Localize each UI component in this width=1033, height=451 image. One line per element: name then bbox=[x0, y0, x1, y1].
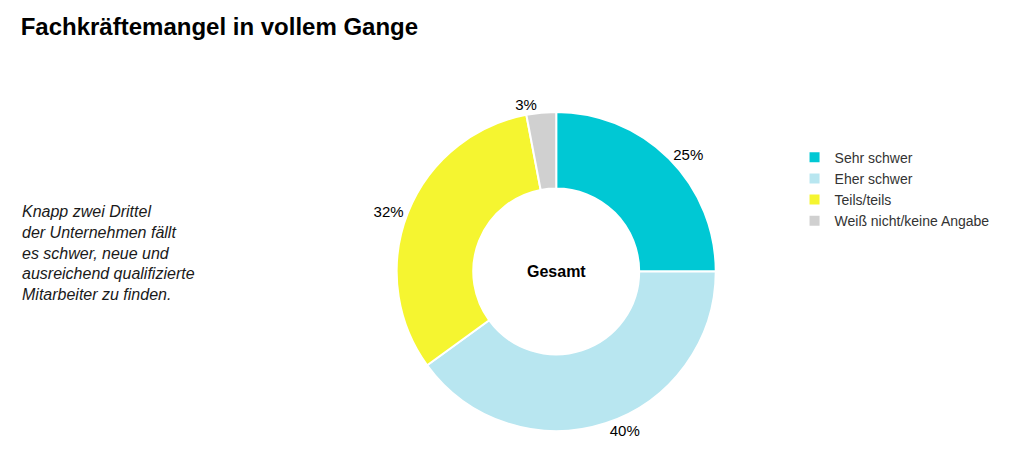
svg-text:3%: 3% bbox=[515, 96, 537, 113]
svg-text:Weiß nicht/keine Angabe: Weiß nicht/keine Angabe bbox=[835, 213, 990, 229]
svg-text:40%: 40% bbox=[610, 422, 640, 439]
svg-text:25%: 25% bbox=[673, 146, 703, 163]
svg-text:Eher schwer: Eher schwer bbox=[835, 171, 913, 187]
svg-text:Knapp zwei Drittelder Unterneh: Knapp zwei Drittelder Unternehmen fällte… bbox=[22, 203, 195, 303]
svg-text:Teils/teils: Teils/teils bbox=[835, 192, 892, 208]
svg-text:Gesamt: Gesamt bbox=[527, 263, 586, 280]
svg-text:32%: 32% bbox=[374, 203, 404, 220]
svg-text:Sehr schwer: Sehr schwer bbox=[835, 150, 913, 166]
svg-text:Fachkräftemangel in vollem Gan: Fachkräftemangel in vollem Gange bbox=[21, 13, 418, 40]
